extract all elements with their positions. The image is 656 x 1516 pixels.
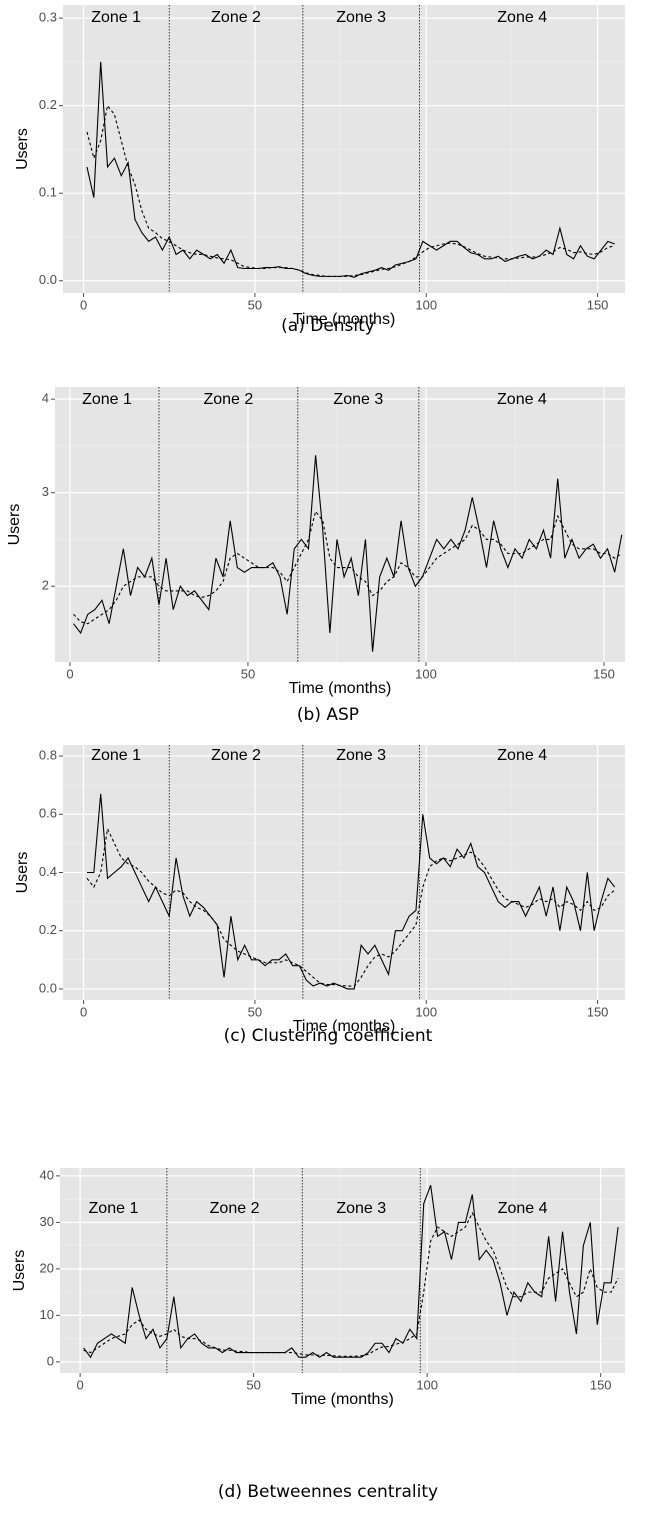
x-axis-label: Time (months) [293, 1018, 396, 1035]
y-tick-label: 40 [40, 1167, 54, 1182]
series-line [83, 1211, 619, 1357]
y-tick-label: 0.1 [39, 185, 57, 200]
y-tick-label: 10 [40, 1307, 54, 1322]
y-tick-label: 20 [40, 1260, 54, 1275]
series-line [86, 793, 616, 990]
caption: (b) ASP [297, 705, 359, 725]
zone-label: Zone 3 [336, 747, 386, 764]
zone-label: Zone 3 [333, 391, 383, 408]
x-tick-label: 0 [66, 666, 73, 681]
y-tick-label: 0.2 [39, 922, 57, 937]
series-line [73, 455, 623, 652]
panel: 2 3 4 0 50 100 150 Zone 1 Zone 2 Zone 3 Zone 4 Time… [6, 387, 625, 725]
panel: 0.0 0.2 0.4 0.6 0.8 0 50 100 150 Zone 1 Zone 2 Zone… [14, 745, 625, 1046]
zone-label: Zone 1 [91, 9, 141, 26]
y-axis-label: Users [14, 852, 31, 894]
y-tick-label: 0.2 [39, 97, 57, 112]
y-tick-label: 0.8 [39, 747, 57, 762]
x-tick-label: 0 [77, 1377, 84, 1392]
caption: (d) Betweennes centrality [218, 1482, 438, 1502]
caption: (a) Density [281, 316, 375, 336]
panel: 0 10 20 30 40 0 50 100 150 Zone 1 Zone 2 Zone 3 Zone… [11, 1167, 625, 1502]
x-tick-label: 0 [80, 297, 87, 312]
zone-label: Zone 3 [336, 9, 386, 26]
zone-label: Zone 4 [497, 747, 547, 764]
x-tick-label: 100 [416, 1377, 438, 1392]
y-axis-label: Users [11, 1250, 28, 1292]
y-tick-label: 0.3 [39, 10, 57, 25]
zone-label: Zone 4 [497, 9, 547, 26]
x-tick-label: 100 [415, 666, 437, 681]
x-tick-label: 150 [587, 297, 609, 312]
y-tick-label: 0.4 [39, 864, 57, 879]
y-tick-label: 2 [42, 578, 49, 593]
y-tick-label: 0.6 [39, 806, 57, 821]
x-tick-label: 150 [590, 1377, 612, 1392]
zone-label: Zone 2 [210, 1200, 260, 1217]
x-tick-label: 50 [241, 666, 255, 681]
zone-label: Zone 2 [203, 391, 253, 408]
panel: 0.0 0.1 0.2 0.3 0 50 100 150 Zone 1 Zone 2 Zone 3 Z… [14, 5, 625, 336]
plot-background [60, 1168, 625, 1373]
x-tick-label: 150 [587, 1004, 609, 1019]
x-axis-label: Time (months) [291, 1391, 394, 1408]
zone-label: Zone 4 [498, 1200, 548, 1217]
x-tick-label: 50 [248, 297, 262, 312]
x-tick-label: 100 [415, 297, 437, 312]
x-tick-label: 50 [248, 1004, 262, 1019]
zone-label: Zone 1 [82, 391, 132, 408]
x-tick-label: 50 [246, 1377, 260, 1392]
series-line [83, 1185, 619, 1359]
zone-label: Zone 2 [211, 9, 261, 26]
y-tick-label: 0.0 [39, 272, 57, 287]
series-line [86, 104, 615, 277]
caption: (c) Clustering coefficient [224, 1026, 433, 1046]
y-tick-label: 30 [40, 1214, 54, 1229]
zone-label: Zone 4 [497, 391, 547, 408]
y-tick-label: 0 [47, 1353, 54, 1368]
y-axis-label: Users [6, 504, 23, 546]
zone-label: Zone 2 [211, 747, 261, 764]
y-axis-label: Users [14, 128, 31, 170]
x-tick-label: 0 [80, 1004, 87, 1019]
plot-background [55, 387, 625, 662]
plot-background [63, 5, 625, 293]
x-axis-label: Time (months) [289, 680, 392, 697]
zone-label: Zone 1 [89, 1200, 139, 1217]
y-tick-label: 3 [42, 484, 49, 499]
x-tick-label: 100 [415, 1004, 437, 1019]
series-line [86, 826, 616, 987]
x-tick-label: 150 [593, 666, 615, 681]
x-axis-label: Time (months) [293, 311, 396, 328]
zone-label: Zone 3 [336, 1200, 386, 1217]
y-tick-label: 4 [42, 391, 49, 406]
y-tick-label: 0.0 [39, 980, 57, 995]
zone-label: Zone 1 [91, 747, 141, 764]
